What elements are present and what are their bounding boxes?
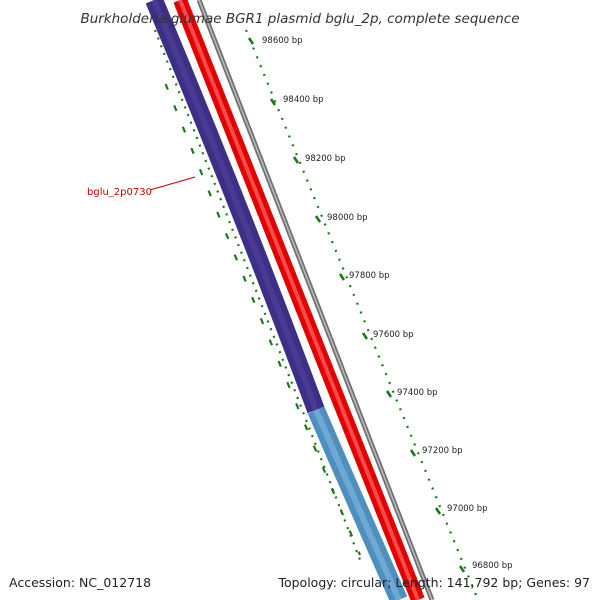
accession-label: Accession: NC_012718	[9, 575, 151, 590]
reverse-strand-track	[145, 0, 408, 600]
tick-label-96800: 96800 bp	[472, 561, 513, 571]
gene-reverse-dark-highlight	[151, 0, 319, 412]
tick-labels: 98600 bp 98400 bp 98200 bp 98000 bp 9780…	[262, 36, 513, 571]
tick-label-97200: 97200 bp	[422, 446, 463, 456]
sequence-summary: Topology: circular; Length: 141,792 bp; …	[277, 575, 590, 590]
tick-ring-dots	[244, 29, 480, 600]
gene-reverse-light-highlight	[313, 408, 402, 600]
tick-mark	[292, 156, 300, 164]
gc-skew-dashes	[158, 69, 362, 556]
tick-mark	[314, 215, 322, 223]
tick-mark	[385, 390, 393, 398]
gene-forward-red-highlight	[178, 0, 420, 600]
major-ticks	[247, 37, 466, 573]
gc-content-dots	[153, 29, 364, 566]
gene-reverse-dark[interactable]	[145, 0, 325, 414]
tick-label-98200: 98200 bp	[305, 154, 346, 164]
gene-label-leader	[149, 176, 196, 191]
tick-mark	[409, 449, 417, 457]
forward-strand-track	[173, 0, 425, 600]
tick-label-97600: 97600 bp	[373, 330, 414, 340]
backbone-ring-highlight	[198, 0, 433, 600]
tick-label-97800: 97800 bp	[349, 271, 390, 281]
map-title: Burkholderia glumae BGR1 plasmid bglu_2p…	[80, 11, 519, 27]
tick-mark	[269, 98, 277, 106]
tick-label-97000: 97000 bp	[447, 504, 488, 514]
tick-mark	[338, 273, 346, 281]
tick-label-97400: 97400 bp	[397, 388, 438, 398]
tick-mark	[458, 565, 466, 573]
tick-mark	[247, 37, 255, 45]
tick-label-98400: 98400 bp	[283, 95, 324, 105]
tick-label-98000: 98000 bp	[327, 213, 368, 223]
tick-mark	[434, 507, 442, 515]
tick-label-98600: 98600 bp	[262, 36, 303, 46]
tick-mark	[361, 332, 369, 340]
gene-label-bglu-2p0730[interactable]: bglu_2p0730	[87, 187, 152, 198]
